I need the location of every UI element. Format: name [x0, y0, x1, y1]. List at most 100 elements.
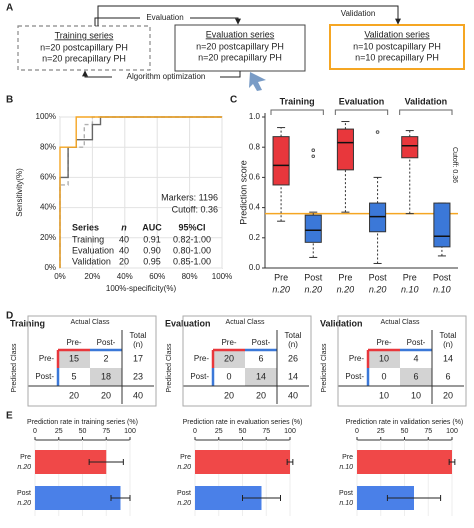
roc-line	[59, 116, 222, 268]
x-tick-label: 25	[377, 428, 385, 435]
x-tick-label: 100	[284, 428, 296, 435]
x-tick-label: 50	[401, 428, 409, 435]
cell: 18	[101, 371, 111, 381]
y-tick-label: 1.0	[249, 112, 261, 121]
y-axis-label: Sensitivity(%)	[15, 168, 24, 217]
table-cell: 0.80-1.00	[173, 245, 211, 255]
n-label: n.20	[337, 284, 355, 294]
table-cell: 0.82-1.00	[173, 234, 211, 244]
cell: 23	[133, 371, 143, 381]
box	[433, 202, 451, 248]
table-cell: 0.85-1.00	[173, 256, 211, 266]
predicted-label: Predicted Class	[11, 343, 18, 393]
outlier	[311, 148, 316, 153]
cell: 14	[256, 371, 266, 381]
y-tick-label: 0.0	[249, 263, 261, 272]
total-label: (n)	[443, 340, 453, 349]
cell: 5	[71, 371, 76, 381]
panel-label: D	[6, 311, 13, 322]
node-box	[174, 24, 306, 72]
y-tick-label: 60%	[40, 173, 56, 182]
x-tick-label: Pre	[274, 272, 288, 282]
row-label: Post-	[345, 372, 364, 381]
y-tick-label: 80%	[40, 142, 56, 151]
table-header: n	[121, 222, 127, 232]
column-label: Post-	[97, 338, 116, 347]
table-cell: Validation	[72, 256, 111, 266]
node-line: n=10 precapillary PH	[355, 52, 439, 62]
diag-cell	[90, 368, 122, 386]
panel-label: B	[6, 95, 13, 106]
total-label: Total	[285, 331, 302, 340]
bar	[35, 486, 121, 510]
total-cell: 40	[288, 390, 298, 400]
category-label: Post	[339, 490, 353, 497]
x-tick-label: 0	[33, 428, 37, 435]
diag-cell	[368, 350, 400, 368]
y-tick-label: 100%	[36, 112, 56, 121]
table-cell: 0.90	[143, 245, 161, 255]
node-title: Evaluation series	[206, 29, 275, 39]
n-label: n.20	[17, 464, 31, 471]
y-tick-label: 0%	[44, 263, 56, 272]
x-tick-label: 75	[102, 428, 110, 435]
x-tick-label: Post	[433, 272, 452, 282]
n-label: n.20	[177, 464, 191, 471]
node-box	[329, 24, 465, 70]
table-header: 95%CI	[178, 222, 205, 232]
x-tick-label: 50	[239, 428, 247, 435]
diag-cell	[400, 368, 432, 386]
node-line: n=20 postcapillary PH	[40, 42, 128, 52]
cell: 6	[258, 353, 263, 363]
x-axis-label: 100%-specificity(%)	[106, 284, 177, 293]
cell: 26	[288, 353, 298, 363]
column-label: Post-	[252, 338, 271, 347]
panel-label: A	[6, 3, 13, 14]
n-label: n.10	[433, 284, 451, 294]
cutoff-label: Cutoff: 0.36	[451, 147, 458, 183]
x-tick-label: 100	[446, 428, 458, 435]
group-bracket	[270, 109, 324, 115]
cell: 14	[288, 371, 298, 381]
cell: 2	[103, 353, 108, 363]
column-label: Pre-	[376, 338, 391, 347]
cell: 0	[381, 371, 386, 381]
chart-title: Prediction rate in validation series (%)	[346, 419, 464, 426]
bar	[357, 450, 452, 474]
matrix-frame	[27, 315, 157, 407]
x-tick-label: Post	[304, 272, 323, 282]
x-tick-label: 100%	[212, 272, 232, 281]
total-cell: 20	[69, 390, 79, 400]
cell: 14	[443, 353, 453, 363]
n-label: n.20	[272, 284, 290, 294]
row-label: Pre-	[194, 354, 209, 363]
diag-cell	[213, 350, 245, 368]
box	[369, 202, 387, 233]
y-axis-label: Prediction score	[238, 160, 248, 225]
column-label: Pre-	[66, 338, 81, 347]
x-tick-label: 100	[124, 428, 136, 435]
panel-label: E	[6, 411, 13, 422]
matrix-frame	[337, 315, 467, 407]
category-label: Post	[177, 490, 191, 497]
x-tick-label: 0%	[54, 272, 66, 281]
annotation: Markers: 1196	[161, 192, 218, 202]
category-label: Pre	[180, 454, 191, 461]
group-label: Validation	[405, 96, 448, 106]
box	[401, 136, 419, 159]
cell: 4	[413, 353, 418, 363]
cell: 20	[224, 353, 234, 363]
node-line: n=10 postcapillary PH	[353, 41, 441, 51]
group-label: Evaluation	[339, 96, 385, 106]
matrix-frame	[182, 315, 312, 407]
total-label: Total	[130, 331, 147, 340]
diag-cell	[58, 350, 90, 368]
x-tick-label: 25	[55, 428, 63, 435]
node-line: n=20 postcapillary PH	[196, 41, 284, 51]
plot-frame	[59, 116, 223, 269]
cell: 10	[379, 353, 389, 363]
edge-label-bg	[140, 13, 190, 23]
row-label: Pre-	[39, 354, 54, 363]
table-cell: Evaluation	[72, 245, 114, 255]
n-label: n.20	[369, 284, 387, 294]
